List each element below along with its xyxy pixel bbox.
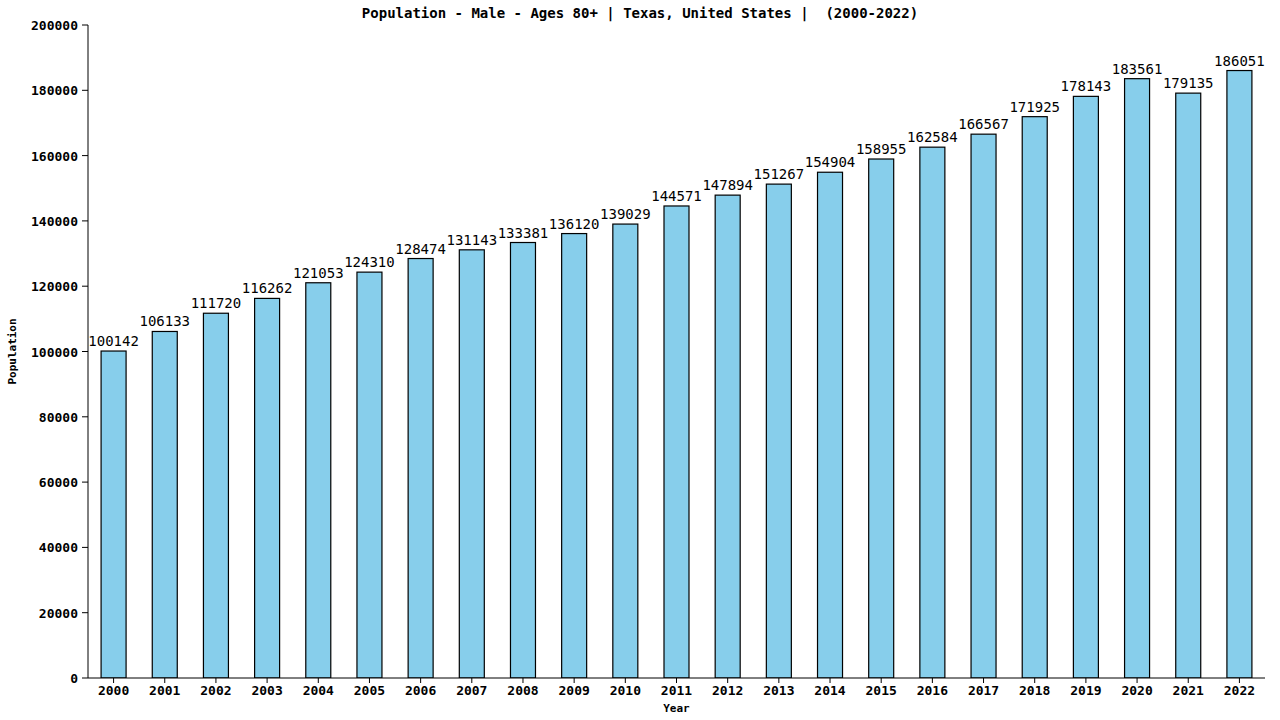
y-tick	[82, 90, 88, 91]
x-tick-label: 2020	[1121, 683, 1152, 698]
bar	[255, 298, 280, 678]
bar	[510, 243, 535, 678]
bar	[664, 206, 689, 678]
y-tick-label: 100000	[31, 345, 78, 360]
x-tick-label: 2018	[1019, 683, 1050, 698]
bar	[920, 147, 945, 678]
x-tick-label: 2006	[405, 683, 436, 698]
data-label: 116262	[242, 280, 293, 296]
data-label: 186051	[1214, 53, 1265, 69]
bar	[1227, 71, 1252, 678]
x-axis-title: Year	[663, 702, 690, 715]
y-axis-title: Population	[6, 318, 19, 384]
x-tick-label: 2019	[1070, 683, 1101, 698]
x-tick-label: 2003	[251, 683, 282, 698]
bar	[408, 259, 433, 678]
x-tick-label: 2016	[917, 683, 948, 698]
x-tick-label: 2005	[354, 683, 385, 698]
y-tick-label: 200000	[31, 18, 78, 33]
bar	[715, 195, 740, 678]
data-label: 139029	[600, 206, 651, 222]
y-tick	[82, 612, 88, 613]
data-label: 158955	[856, 141, 907, 157]
bar	[562, 234, 587, 678]
data-label: 111720	[191, 295, 242, 311]
title: Population - Male - Ages 80+ | Texas, Un…	[362, 5, 918, 22]
data-label: 183561	[1112, 61, 1163, 77]
x-tick-label: 2021	[1173, 683, 1204, 698]
data-label: 121053	[293, 265, 344, 281]
x-tick-label: 2011	[661, 683, 692, 698]
data-label: 151267	[754, 166, 805, 182]
x-tick-label: 2007	[456, 683, 487, 698]
bar	[357, 272, 382, 678]
y-tick	[82, 351, 88, 352]
y-tick-label: 20000	[39, 606, 78, 621]
x-tick-label: 2000	[98, 683, 129, 698]
y-tick-label: 120000	[31, 279, 78, 294]
y-tick-label: 40000	[39, 540, 78, 555]
data-label: 136120	[549, 216, 600, 232]
data-label: 133381	[498, 225, 549, 241]
x-tick-label: 2013	[763, 683, 794, 698]
y-tick-label: 180000	[31, 83, 78, 98]
data-label: 171925	[1009, 99, 1060, 115]
x-tick-label: 2004	[303, 683, 334, 698]
x-tick-label: 2012	[712, 683, 743, 698]
y-tick-label: 60000	[39, 475, 78, 490]
data-label: 144571	[651, 188, 702, 204]
x-tick-label: 2008	[507, 683, 538, 698]
bar	[971, 134, 996, 678]
x-tick-label: 2022	[1224, 683, 1255, 698]
y-tick	[82, 547, 88, 548]
y-tick	[82, 286, 88, 287]
y-tick	[82, 416, 88, 417]
y-tick	[82, 482, 88, 483]
data-label: 100142	[88, 333, 139, 349]
y-tick-label: 160000	[31, 149, 78, 164]
x-tick-label: 2017	[968, 683, 999, 698]
data-label: 128474	[395, 241, 446, 257]
bar	[101, 351, 126, 678]
x-tick-label: 2009	[558, 683, 589, 698]
data-label: 124310	[344, 254, 395, 270]
bar	[152, 331, 177, 678]
bar	[1125, 79, 1150, 678]
bar	[1022, 117, 1047, 678]
x-axis	[88, 678, 1265, 679]
data-label: 131143	[447, 232, 498, 248]
y-tick	[82, 155, 88, 156]
y-tick-label: 80000	[39, 410, 78, 425]
x-tick-label: 2014	[814, 683, 845, 698]
data-label: 162584	[907, 129, 958, 145]
y-tick-label: 0	[70, 671, 78, 686]
bar	[613, 224, 638, 678]
data-label: 154904	[805, 154, 856, 170]
y-tick	[82, 25, 88, 26]
x-tick-label: 2001	[149, 683, 180, 698]
y-axis	[88, 25, 89, 678]
data-label: 106133	[139, 313, 190, 329]
bars	[101, 71, 1252, 678]
bar	[203, 313, 228, 678]
y-tick-label: 140000	[31, 214, 78, 229]
data-label: 179135	[1163, 75, 1214, 91]
bar	[1073, 96, 1098, 678]
bar	[306, 283, 331, 678]
data-label: 147894	[702, 177, 753, 193]
x-tick-label: 2015	[866, 683, 897, 698]
bar	[869, 159, 894, 678]
bar	[459, 250, 484, 678]
y-tick	[82, 220, 88, 221]
x-tick-label: 2002	[200, 683, 231, 698]
data-label: 166567	[958, 116, 1009, 132]
bar	[1176, 93, 1201, 678]
data-label: 178143	[1061, 78, 1112, 94]
bar	[818, 172, 843, 678]
bar	[766, 184, 791, 678]
y-tick	[82, 678, 88, 679]
x-tick-label: 2010	[610, 683, 641, 698]
chart: Population - Male - Ages 80+ | Texas, Un…	[0, 0, 1280, 720]
